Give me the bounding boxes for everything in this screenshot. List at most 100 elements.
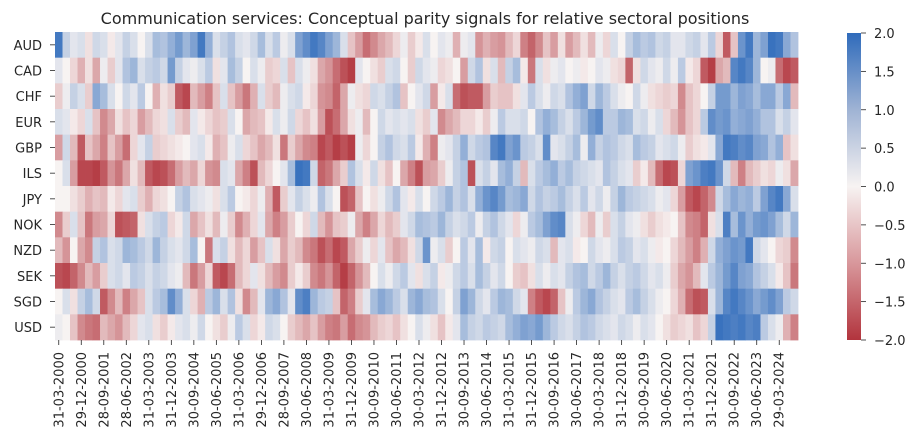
heatmap-cell: [467, 288, 476, 315]
heatmap-cell: [752, 237, 761, 264]
heatmap-cell: [700, 134, 709, 161]
heatmap-cell: [55, 263, 63, 290]
heatmap-cell: [490, 314, 499, 341]
heatmap-cell: [550, 186, 559, 213]
heatmap-cell: [62, 288, 71, 315]
heatmap-cell: [340, 160, 349, 187]
heatmap-cell: [415, 314, 424, 341]
heatmap-cell: [385, 314, 394, 341]
heatmap-cell: [85, 288, 93, 315]
heatmap-cell: [160, 83, 168, 110]
heatmap-cell: [730, 134, 739, 161]
heatmap-cell: [145, 186, 153, 213]
heatmap-cell: [175, 57, 183, 84]
heatmap-cell: [782, 83, 791, 110]
heatmap-cell: [775, 109, 784, 136]
heatmap-cell: [505, 263, 514, 290]
heatmap-cell: [527, 32, 536, 59]
heatmap-cell: [542, 314, 551, 341]
heatmap-cell: [242, 211, 251, 238]
heatmap-cell: [617, 237, 626, 264]
heatmap-cell: [745, 186, 754, 213]
heatmap-cell: [167, 186, 176, 213]
heatmap-cell: [287, 134, 296, 161]
heatmap-cell: [520, 83, 529, 110]
heatmap-cell: [602, 237, 611, 264]
heatmap-cell: [437, 83, 446, 110]
heatmap-cell: [107, 237, 116, 264]
heatmap-cell: [92, 109, 101, 136]
row-label: EUR: [15, 116, 42, 131]
heatmap-cell: [377, 83, 386, 110]
heatmap-cell: [497, 32, 506, 59]
heatmap-cell: [137, 288, 146, 315]
heatmap-cell: [737, 57, 746, 84]
heatmap-cell: [62, 237, 71, 264]
heatmap-cell: [122, 211, 131, 238]
heatmap-cell: [602, 288, 611, 315]
heatmap-cell: [737, 109, 746, 136]
heatmap-cell: [685, 211, 694, 238]
heatmap-cell: [790, 57, 799, 84]
heatmap-cell: [467, 160, 476, 187]
heatmap-cell: [85, 263, 93, 290]
heatmap-cell: [205, 160, 214, 187]
heatmap-cell: [535, 263, 544, 290]
column-label: 30-06-2023: [750, 352, 765, 428]
column-label: 29-03-2024: [773, 352, 788, 428]
column-label: 30-06-2017: [570, 352, 585, 428]
heatmap-cell: [617, 83, 626, 110]
heatmap-cell: [520, 134, 529, 161]
heatmap-cell: [100, 32, 108, 59]
heatmap-cell: [182, 32, 191, 59]
heatmap-cell: [647, 186, 656, 213]
heatmap-cell: [775, 211, 784, 238]
heatmap-cell: [145, 57, 153, 84]
heatmap-cell: [190, 314, 198, 341]
heatmap-cell: [490, 211, 499, 238]
heatmap-cell: [287, 237, 296, 264]
heatmap-cell: [782, 186, 791, 213]
heatmap-cell: [340, 288, 349, 315]
heatmap-cell: [280, 32, 289, 59]
heatmap-cell: [182, 83, 191, 110]
heatmap-cell: [580, 134, 589, 161]
heatmap-cell: [167, 134, 176, 161]
heatmap-cell: [167, 160, 176, 187]
heatmap-cell: [572, 160, 581, 187]
heatmap-cell: [430, 109, 439, 136]
heatmap-cell: [580, 160, 589, 187]
heatmap-cell: [775, 314, 784, 341]
heatmap-cell: [452, 237, 461, 264]
row-label: NOK: [14, 219, 43, 234]
heatmap-cell: [122, 314, 131, 341]
heatmap-cell: [460, 32, 469, 59]
heatmap-cell: [790, 263, 799, 290]
heatmap-cell: [85, 314, 93, 341]
heatmap-cell: [190, 83, 198, 110]
heatmap-cell: [632, 160, 641, 187]
heatmap-cell: [730, 186, 739, 213]
heatmap-cell: [392, 134, 401, 161]
heatmap-cell: [670, 186, 679, 213]
heatmap-cell: [767, 186, 776, 213]
heatmap-cell: [70, 211, 78, 238]
heatmap-cell: [595, 314, 604, 341]
heatmap-cell: [505, 314, 514, 341]
heatmap-cell: [137, 314, 146, 341]
heatmap-cell: [220, 109, 229, 136]
heatmap-cell: [647, 109, 656, 136]
heatmap-cell: [655, 237, 664, 264]
heatmap-cell: [640, 263, 649, 290]
heatmap-cell: [325, 109, 334, 136]
heatmap-cell: [257, 109, 266, 136]
heatmap-cell: [182, 109, 191, 136]
heatmap-cell: [452, 83, 461, 110]
heatmap-cell: [250, 314, 259, 341]
heatmap-cell: [302, 109, 311, 136]
heatmap-cell: [557, 32, 566, 59]
heatmap-cell: [190, 57, 198, 84]
heatmap-cell: [602, 134, 611, 161]
column-label: 30-09-2019: [638, 352, 653, 428]
heatmap-cell: [377, 186, 386, 213]
